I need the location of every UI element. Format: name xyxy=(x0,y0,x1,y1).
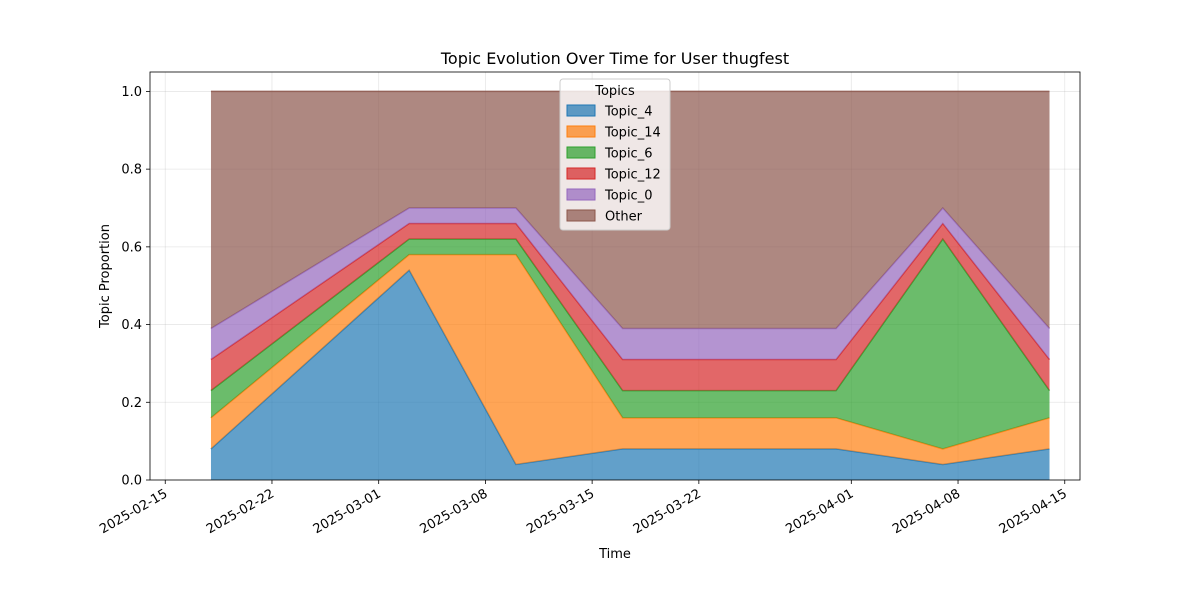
legend-label: Topic_12 xyxy=(604,168,661,183)
legend-swatch xyxy=(566,188,596,201)
area-topic-6 xyxy=(210,239,1050,449)
legend-swatch xyxy=(566,125,596,138)
legend-label: Other xyxy=(605,210,643,225)
area-topic-0 xyxy=(210,208,1050,360)
legend-swatch xyxy=(566,104,596,117)
legend-title: Topics xyxy=(594,84,635,99)
chart-title: Topic Evolution Over Time for User thugf… xyxy=(440,49,789,68)
legend-label: Topic_0 xyxy=(604,189,652,204)
y-tick-label: 0.2 xyxy=(121,396,142,411)
area-topic-14 xyxy=(210,254,1050,465)
y-tick-label: 0.6 xyxy=(121,240,142,255)
legend-label: Topic_14 xyxy=(604,126,661,141)
legend-swatch xyxy=(566,167,596,180)
plot-frame xyxy=(149,71,1081,481)
area-topic-12 xyxy=(210,223,1050,391)
legend: Topics Topic_4 Topic_14 Topic_6 Topic_12 Topi… xyxy=(559,78,671,231)
stacked-areas xyxy=(210,90,1051,480)
area-topic-4 xyxy=(210,270,1050,480)
x-axis-label: Time xyxy=(598,547,631,562)
legend-swatch xyxy=(566,209,596,222)
y-tick-label: 0.0 xyxy=(121,474,142,489)
y-axis-label: Topic Proportion xyxy=(98,224,113,329)
legend-label: Topic_4 xyxy=(604,105,652,120)
y-tick-label: 0.8 xyxy=(121,163,142,178)
y-tick-label: 1.0 xyxy=(121,85,142,100)
legend-label: Topic_6 xyxy=(604,147,652,162)
legend-swatch xyxy=(566,146,596,159)
y-tick-label: 0.4 xyxy=(121,318,142,333)
